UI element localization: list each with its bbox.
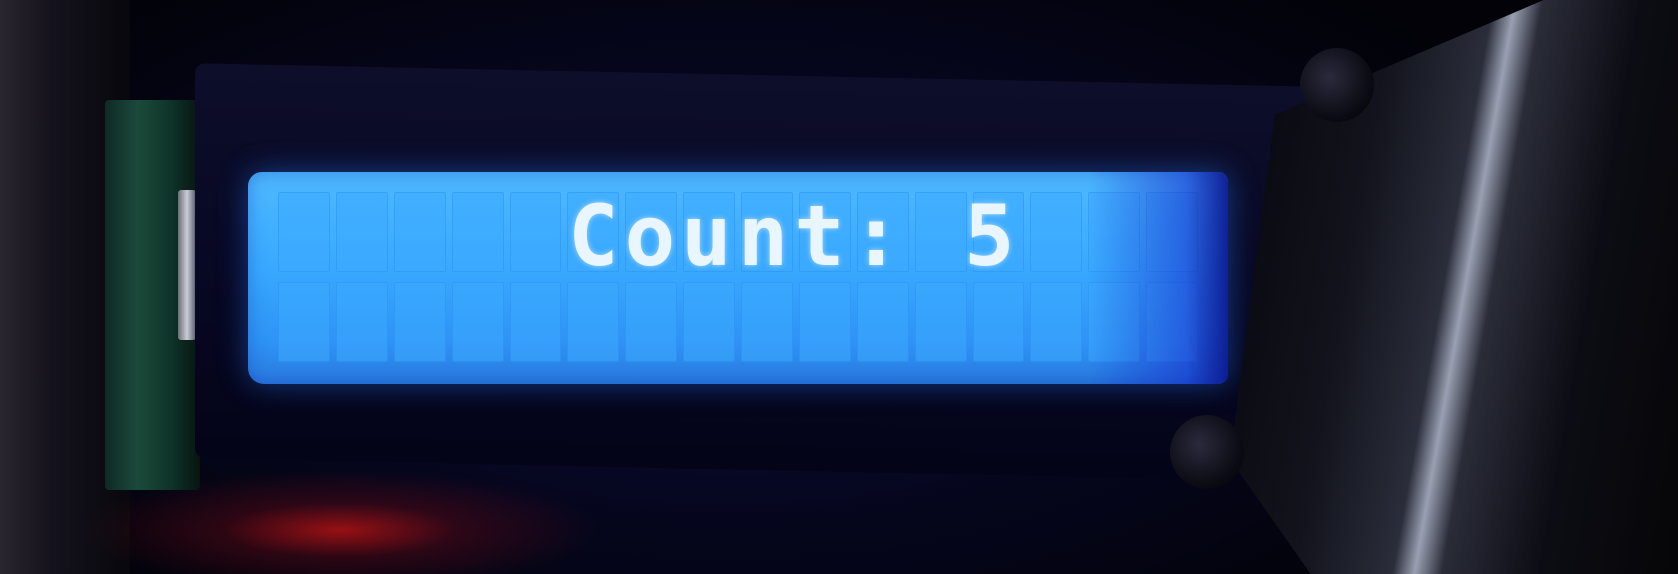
lcd-cell [856, 192, 909, 272]
lcd-cell [625, 192, 678, 272]
lcd-cell [683, 282, 735, 362]
lcd-cell [567, 282, 620, 362]
lcd-cell [451, 192, 504, 272]
lcd-cell [1088, 282, 1141, 362]
lcd-cell [335, 192, 388, 272]
screw-top [1300, 48, 1374, 122]
lcd-cell [625, 282, 678, 362]
lcd-line-1: Count: 5 [568, 187, 1021, 285]
lcd-cell [683, 192, 735, 272]
lcd-cell [914, 282, 967, 362]
pcb-header-pin [178, 190, 196, 340]
lcd-cell [278, 192, 330, 272]
lcd-cell [393, 282, 446, 362]
lcd-cell [856, 282, 909, 362]
lcd-cell [798, 192, 851, 272]
lcd-cell [798, 282, 851, 362]
lcd-cell [972, 192, 1025, 272]
lcd-cell [1088, 192, 1141, 272]
lcd-screen: Count: 5 [248, 172, 1228, 384]
lcd-cell [972, 282, 1025, 362]
screw-bottom [1170, 415, 1244, 489]
lcd-cell [914, 192, 967, 272]
lcd-cell [393, 192, 446, 272]
lcd-cell [741, 282, 793, 362]
lcd-cell [1030, 192, 1083, 272]
lcd-cell [509, 282, 562, 362]
lcd-cell [509, 192, 562, 272]
lcd-cell [1146, 192, 1198, 272]
lcd-cell [1146, 282, 1198, 362]
lcd-cell [335, 282, 388, 362]
lcd-cell [741, 192, 793, 272]
lcd-cell [451, 282, 504, 362]
lcd-cell [1030, 282, 1083, 362]
lcd-cell [567, 192, 620, 272]
lcd-cell [278, 282, 330, 362]
